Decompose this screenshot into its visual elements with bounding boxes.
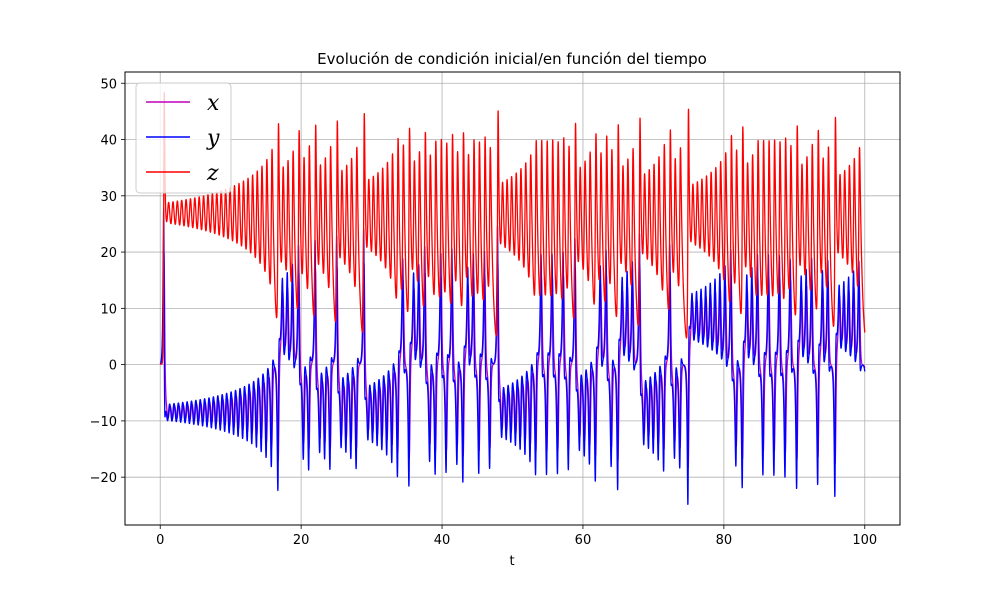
legend-label-z: z (206, 161, 219, 186)
x-tick-label: 100 (852, 533, 877, 548)
y-tick-label: −20 (90, 471, 117, 486)
x-tick-label: 60 (575, 533, 592, 548)
y-tick-label: 10 (100, 302, 117, 317)
x-axis-label: t (509, 554, 514, 569)
x-tick-label: 0 (156, 533, 164, 548)
y-tick-label: 40 (100, 134, 117, 149)
x-tick-label: 40 (434, 533, 451, 548)
y-tick-label: 20 (100, 246, 117, 261)
y-tick-label: 0 (109, 359, 117, 374)
x-tick-label: 80 (716, 533, 733, 548)
y-tick-label: −10 (90, 415, 117, 430)
x-tick-label: 20 (293, 533, 310, 548)
legend: x y z (136, 83, 231, 193)
y-tick-label: 50 (100, 77, 117, 92)
chart-title: Evolución de condición inicial/en funció… (317, 50, 707, 68)
legend-label-x: x (207, 91, 220, 116)
y-tick-label: 30 (100, 190, 117, 205)
legend-label-y: y (206, 126, 220, 151)
